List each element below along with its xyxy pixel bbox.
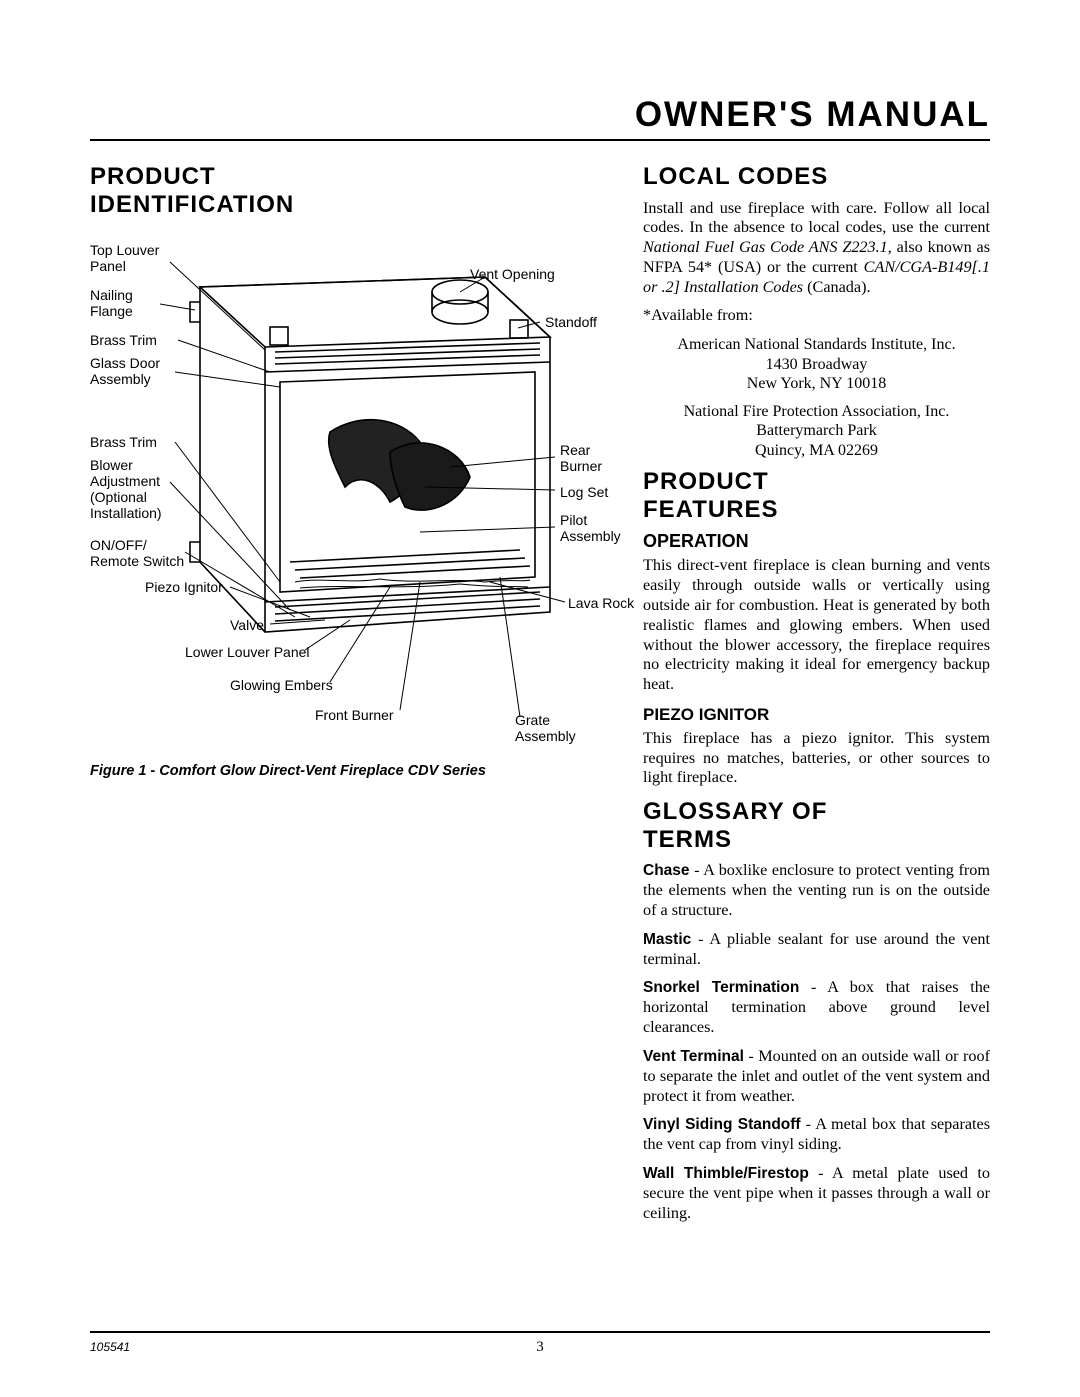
term-snorkel: Snorkel Termination [643, 979, 799, 996]
piezo-paragraph: This fireplace has a piezo ignitor. This… [643, 729, 990, 788]
addr2-line2: Batterymarch Park [756, 422, 876, 439]
local-codes-paragraph: Install and use fireplace with care. Fol… [643, 199, 990, 298]
label-lower-louver: Lower Louver Panel [185, 644, 310, 660]
label-log-set: Log Set [560, 484, 608, 500]
label-standoff: Standoff [545, 314, 597, 330]
operation-paragraph: This direct-vent fireplace is clean burn… [643, 556, 990, 694]
addr1-line2: 1430 Broadway [766, 356, 868, 373]
term-chase: Chase [643, 862, 690, 879]
label-nailing-flange: Nailing Flange [90, 287, 190, 319]
page-title: OWNER'S MANUAL [90, 95, 990, 141]
label-front-burner: Front Burner [315, 707, 394, 723]
heading-glossary: GLOSSARY OFTERMS [643, 798, 990, 853]
available-from: *Available from: [643, 306, 990, 326]
glossary-snorkel: Snorkel Termination - A box that raises … [643, 978, 990, 1037]
glossary-mastic: Mastic - A pliable sealant for use aroun… [643, 930, 990, 970]
glossary-vinyl: Vinyl Siding Standoff - A metal box that… [643, 1115, 990, 1155]
glossary-wall: Wall Thimble/Firestop - A metal plate us… [643, 1164, 990, 1223]
heading-product-identification: PRODUCTIDENTIFICATION [90, 163, 615, 218]
label-blower: Blower Adjustment (Optional Installation… [90, 457, 180, 521]
glossary-vent: Vent Terminal - Mounted on an outside wa… [643, 1047, 990, 1106]
term-vinyl: Vinyl Siding Standoff [643, 1116, 801, 1133]
def-chase: - A boxlike enclosure to protect venting… [643, 861, 990, 919]
figure-caption: Figure 1 - Comfort Glow Direct-Vent Fire… [90, 763, 615, 779]
label-top-louver-panel: Top Louver Panel [90, 242, 190, 274]
label-glass-door-assembly: Glass Door Assembly [90, 355, 190, 387]
doc-number: 105541 [90, 1340, 130, 1354]
glossary-list: Chase - A boxlike enclosure to protect v… [643, 861, 990, 1223]
page-footer: 105541 3 . [90, 1331, 990, 1355]
lc-text-b: National Fuel Gas Code ANS Z223.1 [643, 238, 888, 256]
left-column: PRODUCTIDENTIFICATION [90, 163, 615, 1232]
def-mastic: - A pliable sealant for use around the v… [643, 930, 990, 968]
term-mastic: Mastic [643, 931, 691, 948]
addr2-line1: National Fire Protection Association, In… [684, 403, 950, 420]
label-onoff: ON/OFF/ Remote Switch [90, 537, 200, 569]
heading-piezo: PIEZO IGNITOR [643, 705, 990, 725]
label-piezo-ignitor: Piezo Ignitor [145, 579, 223, 595]
term-wall: Wall Thimble/Firestop [643, 1165, 809, 1182]
lc-text-e: (Canada). [803, 278, 870, 296]
content-columns: PRODUCTIDENTIFICATION [90, 163, 990, 1232]
label-brass-trim-top: Brass Trim [90, 332, 157, 348]
label-rear-burner: Rear Burner [560, 442, 615, 474]
lc-text-a: Install and use fireplace with care. Fol… [643, 199, 990, 237]
fireplace-diagram: Top Louver Panel Nailing Flange Brass Tr… [90, 232, 615, 747]
addr1-line1: American National Standards Institute, I… [677, 336, 955, 353]
heading-product-features: PRODUCTFEATURES [643, 468, 990, 523]
label-glowing-embers: Glowing Embers [230, 677, 333, 693]
page-number: 3 [536, 1339, 544, 1356]
heading-operation: OPERATION [643, 531, 990, 552]
label-grate-assembly: Grate Assembly [515, 712, 585, 744]
label-vent-opening: Vent Opening [470, 266, 555, 282]
label-brass-trim-bottom: Brass Trim [90, 434, 157, 450]
heading-local-codes: LOCAL CODES [643, 163, 990, 191]
label-lava-rock: Lava Rock [568, 595, 634, 611]
label-pilot-assembly: Pilot Assembly [560, 512, 630, 544]
label-valve: Valve [230, 617, 264, 633]
glossary-chase: Chase - A boxlike enclosure to protect v… [643, 861, 990, 920]
address-ansi: American National Standards Institute, I… [643, 335, 990, 394]
term-vent: Vent Terminal [643, 1048, 744, 1065]
address-nfpa: National Fire Protection Association, In… [643, 402, 990, 461]
addr1-line3: New York, NY 10018 [747, 375, 886, 392]
right-column: LOCAL CODES Install and use fireplace wi… [643, 163, 990, 1232]
addr2-line3: Quincy, MA 02269 [755, 442, 878, 459]
